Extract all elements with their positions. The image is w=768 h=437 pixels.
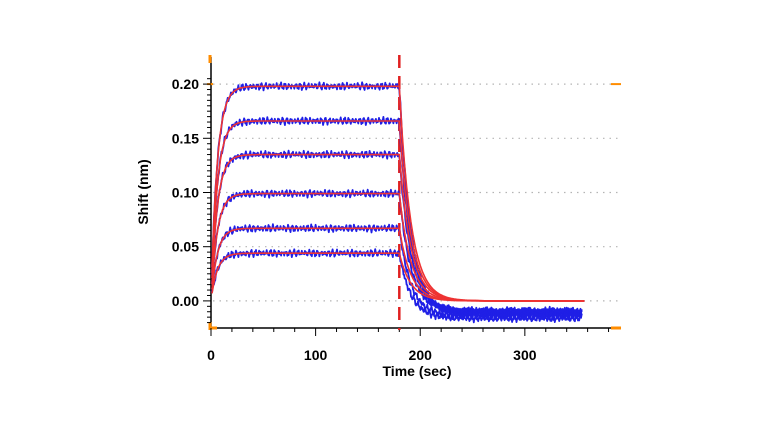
fitted-curve bbox=[211, 252, 585, 302]
y-tick-label: 0.20 bbox=[172, 76, 199, 92]
tick-labels: 0.00 0.05 0.10 0.15 0.20 0 100 200 300 bbox=[172, 76, 537, 363]
x-tick-label: 0 bbox=[207, 347, 215, 363]
measured-curve bbox=[211, 248, 583, 324]
y-axis-title: Shift (nm) bbox=[135, 159, 151, 224]
y-tick-label: 0.10 bbox=[172, 185, 199, 201]
x-tick-label: 300 bbox=[513, 347, 537, 363]
y-tick-label: 0.00 bbox=[172, 293, 199, 309]
fitted-curves bbox=[211, 85, 585, 302]
x-axis-title: Time (sec) bbox=[383, 363, 452, 379]
measured-curve bbox=[211, 223, 583, 321]
measured-curve bbox=[211, 149, 583, 317]
measured-curve bbox=[211, 116, 583, 318]
axes bbox=[203, 55, 621, 336]
y-tick-label: 0.15 bbox=[172, 130, 199, 146]
x-tick-label: 100 bbox=[304, 347, 328, 363]
y-tick-label: 0.05 bbox=[172, 239, 199, 255]
x-tick-label: 200 bbox=[409, 347, 433, 363]
measured-curves bbox=[211, 81, 583, 324]
